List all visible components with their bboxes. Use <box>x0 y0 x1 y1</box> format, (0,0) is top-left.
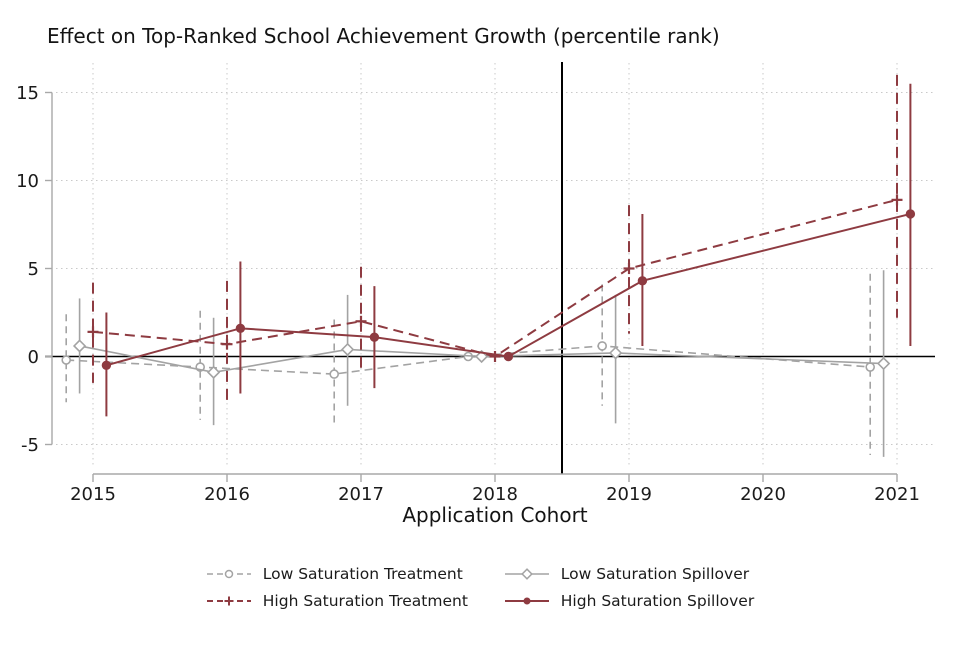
x-axis-label: Application Cohort <box>402 503 588 527</box>
series-line-low-saturation-spillover <box>79 345 884 374</box>
legend-symbol-high-saturation-treatment <box>206 594 252 608</box>
legend-label-high-saturation-treatment: High Saturation Treatment <box>262 592 468 610</box>
marker-high-saturation-spillover-2015 <box>101 360 112 370</box>
marker-low-saturation-spillover-2015 <box>72 339 87 353</box>
marker-low-saturation-spillover-2021 <box>876 356 891 371</box>
series-line-high-saturation-treatment <box>92 198 898 358</box>
marker-high-saturation-treatment-2019 <box>623 263 635 274</box>
marker-high-saturation-spillover-2017 <box>369 332 380 342</box>
chart-title: Effect on Top-Ranked School Achievement … <box>47 24 720 48</box>
marker-low-saturation-treatment-2021 <box>865 362 876 372</box>
x-tick-label-2018: 2018 <box>472 484 518 505</box>
y-tick-label-0: 0 <box>28 347 39 368</box>
marker-high-saturation-spillover-2016 <box>235 323 246 334</box>
marker-low-saturation-treatment-2017 <box>329 369 340 379</box>
x-tick-label-2015: 2015 <box>70 484 116 505</box>
y-tick-label--5: -5 <box>21 435 39 456</box>
series-line-high-saturation-spillover <box>106 212 911 367</box>
marker-high-saturation-treatment-2018 <box>489 351 501 362</box>
marker-low-saturation-treatment-2019 <box>597 341 608 351</box>
marker-high-saturation-spillover-2018 <box>503 351 514 362</box>
marker-high-saturation-treatment-2016 <box>221 338 233 350</box>
y-tick-label-10: 10 <box>16 171 39 192</box>
legend-label-low-saturation-spillover: Low Saturation Spillover <box>560 565 750 583</box>
x-tick-label-2019: 2019 <box>606 484 652 505</box>
y-tick-label-5: 5 <box>28 259 39 280</box>
marker-low-saturation-spillover-2019 <box>608 346 623 360</box>
marker-high-saturation-spillover-2019 <box>637 276 648 286</box>
legend-symbol-high-saturation-spillover <box>504 594 550 608</box>
marker-low-saturation-spillover-2016 <box>206 365 221 379</box>
legend-grid: Low Saturation Treatment Low Saturation … <box>206 565 754 610</box>
marker-low-saturation-spillover-2017 <box>340 342 355 357</box>
legend-label-high-saturation-spillover: High Saturation Spillover <box>560 592 755 610</box>
x-tick-label-2020: 2020 <box>740 484 786 505</box>
legend-label-low-saturation-treatment: Low Saturation Treatment <box>262 565 463 583</box>
x-tick-label-2017: 2017 <box>338 484 384 505</box>
legend-symbol-low-saturation-treatment <box>206 567 252 581</box>
x-tick-label-2016: 2016 <box>204 484 250 505</box>
marker-high-saturation-spillover-2021 <box>905 209 916 219</box>
marker-high-saturation-treatment-2015 <box>87 326 99 338</box>
marker-low-saturation-treatment-2015 <box>61 355 71 365</box>
y-tick-label-15: 15 <box>16 83 39 104</box>
legend: Low Saturation Treatment Low Saturation … <box>0 565 960 610</box>
legend-symbol-low-saturation-spillover <box>504 567 550 581</box>
marker-high-saturation-treatment-2017 <box>355 315 367 327</box>
x-tick-label-2021: 2021 <box>874 484 920 505</box>
marker-high-saturation-treatment-2021 <box>891 194 903 206</box>
